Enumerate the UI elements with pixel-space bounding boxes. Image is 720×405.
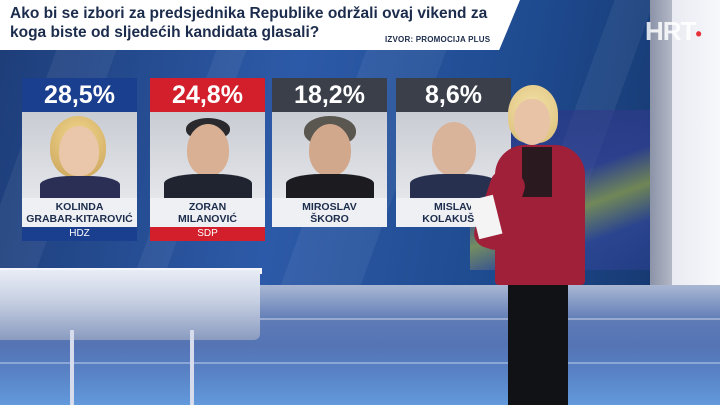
candidate-card-milanovic: 24,8% ZORAN MILANOVIĆ SDP <box>150 78 265 241</box>
question-banner: Ako bi se izbori za predsjednika Republi… <box>0 0 520 50</box>
face-shape <box>187 124 229 176</box>
desk-leg <box>70 330 74 405</box>
face-shape <box>309 124 351 176</box>
floor-line <box>0 318 720 320</box>
candidate-percent: 8,6% <box>396 78 511 112</box>
presenter-shirt <box>522 147 552 197</box>
shoulders-shape <box>164 174 252 198</box>
candidate-first-name: KOLINDA <box>55 201 104 213</box>
candidate-card-skoro: 18,2% MIROSLAV ŠKORO <box>272 78 387 227</box>
face-shape <box>59 126 99 176</box>
studio-panel-light <box>672 0 720 320</box>
candidate-photo <box>272 112 387 198</box>
candidate-card-grabar-kitarovic: 28,5% KOLINDA GRABAR-KITAROVIĆ HDZ <box>22 78 137 241</box>
shoulders-shape <box>40 176 120 198</box>
candidate-first-name: ZORAN <box>188 201 227 213</box>
logo-dot: • <box>695 24 701 44</box>
candidate-name: ZORAN MILANOVIĆ <box>150 198 265 227</box>
candidate-last-name: GRABAR-KITAROVIĆ <box>26 213 133 225</box>
candidate-last-name: KOLAKUŠIĆ <box>422 213 485 225</box>
candidate-party: SDP <box>150 227 265 241</box>
question-line-2: koga biste od sljedećih kandidata glasal… <box>10 24 320 41</box>
shoulders-shape <box>286 174 374 198</box>
logo-text: HRT <box>645 16 696 46</box>
candidate-card-kolakusic: 8,6% MISLAV KOLAKUŠIĆ <box>396 78 511 227</box>
question-text: Ako bi se izbori za predsjednika Republi… <box>10 4 490 42</box>
candidate-photo <box>150 112 265 198</box>
floor-glow <box>0 345 720 405</box>
candidate-photo <box>22 112 137 198</box>
presenter <box>469 85 600 405</box>
candidate-percent: 24,8% <box>150 78 265 112</box>
studio-desk <box>0 270 260 340</box>
candidate-last-name: ŠKORO <box>310 213 349 225</box>
candidate-last-name: MILANOVIĆ <box>178 213 237 225</box>
candidate-name: MIROSLAV ŠKORO <box>272 198 387 227</box>
candidate-name: KOLINDA GRABAR-KITAROVIĆ <box>22 198 137 227</box>
hrt-logo: HRT• <box>645 16 702 47</box>
question-source: IZVOR: PROMOCIJA PLUS <box>385 35 491 44</box>
face-shape <box>432 122 476 176</box>
presenter-trousers <box>508 280 568 405</box>
candidate-percent: 18,2% <box>272 78 387 112</box>
candidate-first-name: MIROSLAV <box>302 201 357 213</box>
candidate-percent: 28,5% <box>22 78 137 112</box>
shoulders-shape <box>410 174 498 198</box>
candidate-party: HDZ <box>22 227 137 241</box>
candidate-first-name: MISLAV <box>434 201 473 213</box>
desk-leg <box>190 330 194 405</box>
question-line-1: Ako bi se izbori za predsjednika Republi… <box>10 5 488 22</box>
presenter-face <box>514 99 550 145</box>
